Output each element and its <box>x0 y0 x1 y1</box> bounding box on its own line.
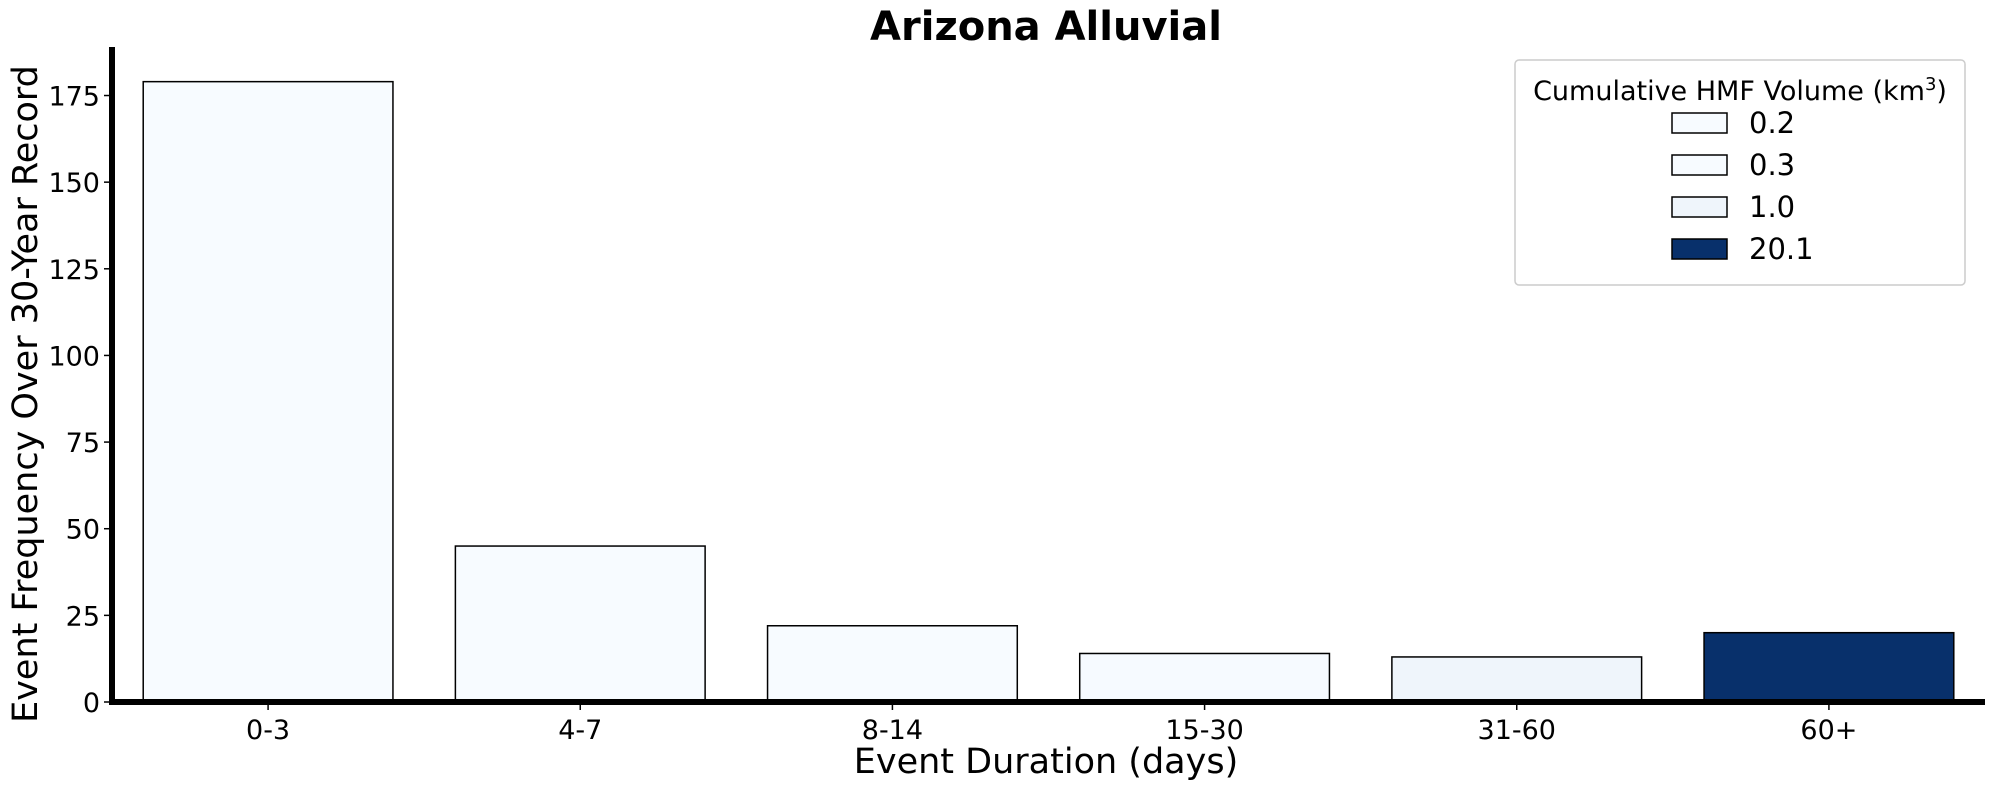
y-tick-label-50: 50 <box>66 515 100 546</box>
legend-frame <box>1514 59 1966 286</box>
y-ticks-group: 0 25 50 75 100 125 150 175 <box>48 82 112 719</box>
x-tick-label-4-7: 4-7 <box>558 715 602 746</box>
bar-8-14 <box>766 625 1019 703</box>
x-tick-label-15-30: 15-30 <box>1165 715 1243 746</box>
legend-label-3: 20.1 <box>1749 232 1814 266</box>
y-tick-label-0: 0 <box>83 688 100 719</box>
x-ticks-group: 0-3 4-7 8-14 15-30 31-60 60+ <box>246 702 1857 746</box>
chart-title: Arizona Alluvial <box>870 4 1222 50</box>
legend: Cumulative HMF Volume (km3) 0.2 0.3 1.0 20.… <box>1514 59 1966 286</box>
legend-label-0: 0.2 <box>1749 106 1795 140</box>
legend-title-suffix: ) <box>1936 76 1947 107</box>
bar-0-3 <box>142 80 394 703</box>
bar-4-7 <box>454 545 706 703</box>
y-tick-label-150: 150 <box>48 168 100 199</box>
legend-swatch-3 <box>1671 238 1728 260</box>
x-tick-label-31-60: 31-60 <box>1478 715 1556 746</box>
legend-title: Cumulative HMF Volume (km3) <box>1533 74 1947 107</box>
bar-15-30 <box>1078 652 1331 703</box>
legend-entries: 0.2 0.3 1.0 20.1 <box>1671 106 1814 266</box>
y-tick-label-75: 75 <box>66 428 100 459</box>
bar-31-60 <box>1391 656 1643 703</box>
x-tick-label-0-3: 0-3 <box>246 715 290 746</box>
legend-swatch-0 <box>1671 112 1728 134</box>
legend-label-2: 1.0 <box>1749 190 1795 224</box>
legend-swatch-1 <box>1671 154 1728 176</box>
legend-swatch-2 <box>1671 196 1728 218</box>
y-tick-label-100: 100 <box>48 341 100 372</box>
x-tick-label-8-14: 8-14 <box>862 715 923 746</box>
legend-title-superscript: 3 <box>1925 74 1936 95</box>
legend-title-text: Cumulative HMF Volume (km <box>1533 76 1925 107</box>
y-tick-label-175: 175 <box>48 82 100 113</box>
bars-group <box>142 80 1955 703</box>
y-axis-label: Event Frequency Over 30-Year Record <box>6 65 46 723</box>
bar-60+ <box>1703 631 1955 703</box>
y-tick-label-125: 125 <box>48 255 100 286</box>
x-tick-label-60+: 60+ <box>1800 715 1857 746</box>
y-tick-label-25: 25 <box>66 601 100 632</box>
x-axis-label: Event Duration (days) <box>854 742 1238 782</box>
legend-label-1: 0.3 <box>1749 148 1795 182</box>
